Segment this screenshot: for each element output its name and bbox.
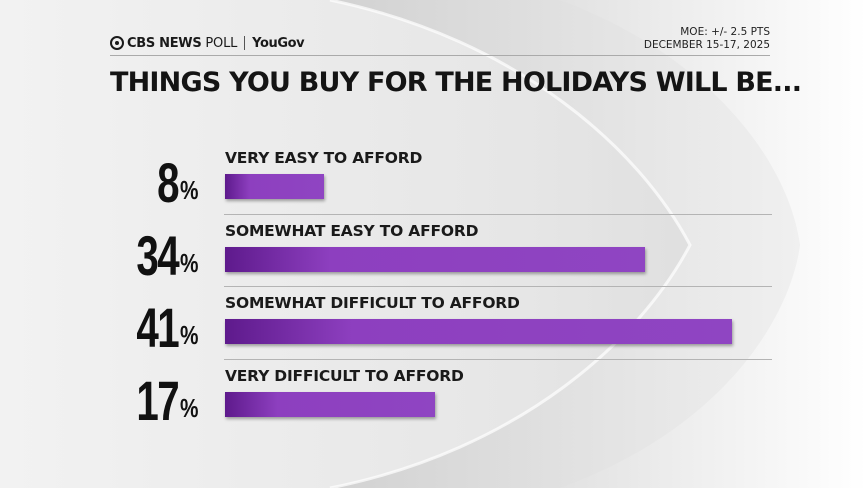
data-label: 17 [136, 369, 179, 432]
category-label: SOMEWHAT EASY TO AFFORD [225, 222, 479, 240]
percent-value: 41% [110, 296, 208, 359]
row-divider [224, 359, 772, 360]
cbs-eye-icon [110, 36, 124, 50]
row-divider [224, 286, 772, 287]
brand-yougov: YouGov [252, 35, 305, 51]
percent-value: 17% [110, 369, 208, 432]
category-label: VERY EASY TO AFFORD [225, 149, 423, 167]
poll-dates: DECEMBER 15-17, 2025 [643, 39, 770, 51]
brand-poll: POLL [205, 35, 238, 51]
percent-sign: % [180, 175, 199, 205]
bar [225, 319, 732, 344]
percent-value: 8% [110, 151, 208, 214]
bar [225, 174, 324, 199]
row-divider [224, 214, 772, 215]
data-label: 34 [136, 224, 179, 287]
percent-sign: % [180, 320, 199, 350]
bar-row: 34% SOMEWHAT EASY TO AFFORD [110, 215, 770, 285]
poll-header: CBS NEWS POLL YouGov MOE: +/- 2.5 PTS DE… [110, 26, 770, 54]
percent-value: 34% [110, 224, 208, 287]
bar-row: 8% VERY EASY TO AFFORD [110, 142, 770, 212]
percent-sign: % [180, 393, 199, 423]
brand-logo: CBS NEWS POLL YouGov [110, 34, 305, 52]
bar [225, 392, 435, 417]
category-label: SOMEWHAT DIFFICULT TO AFFORD [225, 294, 520, 312]
header-rule [110, 55, 770, 56]
bar [225, 247, 645, 272]
data-label: 41 [136, 296, 179, 359]
bar-row: 41% SOMEWHAT DIFFICULT TO AFFORD [110, 287, 770, 357]
poll-meta: MOE: +/- 2.5 PTS DECEMBER 15-17, 2025 [644, 26, 770, 52]
brand-divider [244, 36, 246, 50]
brand-cbs-news: CBS NEWS [127, 35, 202, 51]
chart-title: THINGS YOU BUY FOR THE HOLIDAYS WILL BE.… [110, 67, 802, 98]
bar-row: 17% VERY DIFFICULT TO AFFORD [110, 360, 770, 430]
percent-sign: % [180, 248, 199, 278]
data-label: 8 [157, 151, 179, 214]
category-label: VERY DIFFICULT TO AFFORD [225, 367, 464, 385]
margin-of-error: MOE: +/- 2.5 PTS [680, 26, 770, 38]
